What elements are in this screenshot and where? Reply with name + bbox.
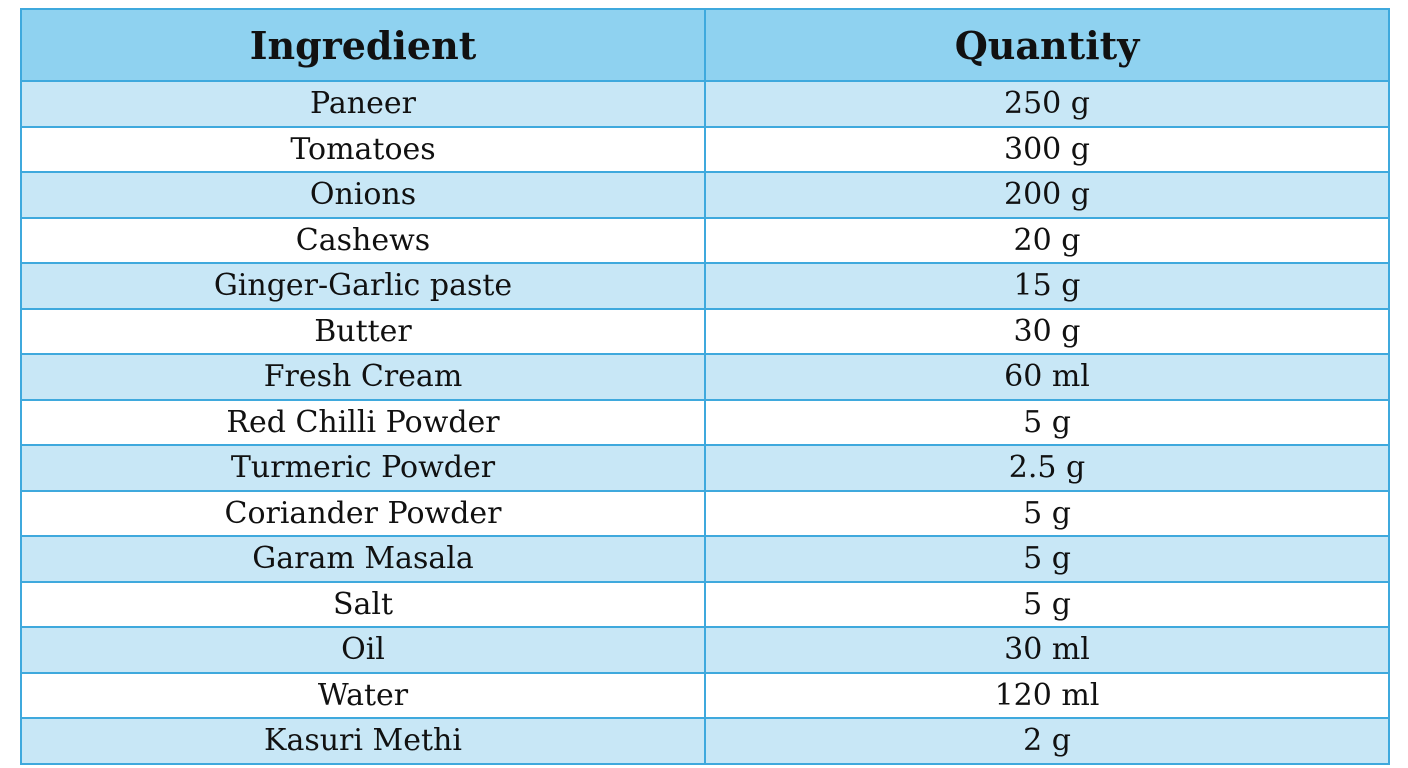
quantity-cell: 60 ml bbox=[704, 353, 1390, 401]
table-row: Paneer 250 g bbox=[20, 80, 1390, 128]
table-row: Fresh Cream 60 ml bbox=[20, 353, 1390, 401]
header-cell: Ingredient bbox=[20, 8, 706, 82]
quantity-cell: 120 ml bbox=[704, 671, 1390, 719]
quantity-cell: 5 g bbox=[704, 398, 1390, 446]
quantity-cell: 20 g bbox=[704, 216, 1390, 264]
table-row: Salt 5 g bbox=[20, 580, 1390, 628]
quantity-cell: 15 g bbox=[704, 262, 1390, 310]
ingredient-cell: Garam Masala bbox=[20, 535, 706, 583]
quantity-cell: 200 g bbox=[704, 171, 1390, 219]
ingredient-cell: Salt bbox=[20, 580, 706, 628]
header-cell: Quantity bbox=[704, 8, 1390, 82]
table-row: Butter 30 g bbox=[20, 307, 1390, 355]
ingredient-cell: Paneer bbox=[20, 80, 706, 128]
quantity-cell: 5 g bbox=[704, 535, 1390, 583]
ingredient-cell: Coriander Powder bbox=[20, 489, 706, 537]
ingredient-cell: Onions bbox=[20, 171, 706, 219]
table-row: Water 120 ml bbox=[20, 671, 1390, 719]
table-row: Garam Masala 5 g bbox=[20, 535, 1390, 583]
header-row: Ingredient Quantity bbox=[20, 8, 1390, 82]
table-container: Ingredient Quantity Paneer 250 g Tomatoes 3… bbox=[20, 8, 1390, 765]
table-row: Cashews 20 g bbox=[20, 216, 1390, 264]
table-row: Kasuri Methi 2 g bbox=[20, 717, 1390, 765]
ingredient-cell: Kasuri Methi bbox=[20, 717, 706, 765]
table-row: Red Chilli Powder 5 g bbox=[20, 398, 1390, 446]
quantity-cell: 30 ml bbox=[704, 626, 1390, 674]
ingredient-cell: Oil bbox=[20, 626, 706, 674]
quantity-cell: 250 g bbox=[704, 80, 1390, 128]
quantity-cell: 30 g bbox=[704, 307, 1390, 355]
ingredient-table: Ingredient Quantity Paneer 250 g Tomatoes 3… bbox=[20, 8, 1390, 765]
quantity-cell: 300 g bbox=[704, 125, 1390, 173]
ingredient-cell: Butter bbox=[20, 307, 706, 355]
ingredient-cell: Red Chilli Powder bbox=[20, 398, 706, 446]
table-row: Ginger-Garlic paste 15 g bbox=[20, 262, 1390, 310]
ingredient-cell: Fresh Cream bbox=[20, 353, 706, 401]
table-header: Ingredient Quantity bbox=[20, 8, 1390, 82]
ingredient-cell: Water bbox=[20, 671, 706, 719]
table-row: Oil 30 ml bbox=[20, 626, 1390, 674]
ingredient-cell: Ginger-Garlic paste bbox=[20, 262, 706, 310]
ingredient-cell: Turmeric Powder bbox=[20, 444, 706, 492]
quantity-cell: 2.5 g bbox=[704, 444, 1390, 492]
table-body: Paneer 250 g Tomatoes 300 g Onions 200 g Cashe… bbox=[20, 80, 1390, 765]
ingredient-cell: Tomatoes bbox=[20, 125, 706, 173]
table-row: Coriander Powder 5 g bbox=[20, 489, 1390, 537]
table-row: Onions 200 g bbox=[20, 171, 1390, 219]
quantity-cell: 5 g bbox=[704, 489, 1390, 537]
quantity-cell: 2 g bbox=[704, 717, 1390, 765]
ingredient-cell: Cashews bbox=[20, 216, 706, 264]
quantity-cell: 5 g bbox=[704, 580, 1390, 628]
table-row: Turmeric Powder 2.5 g bbox=[20, 444, 1390, 492]
table-row: Tomatoes 300 g bbox=[20, 125, 1390, 173]
